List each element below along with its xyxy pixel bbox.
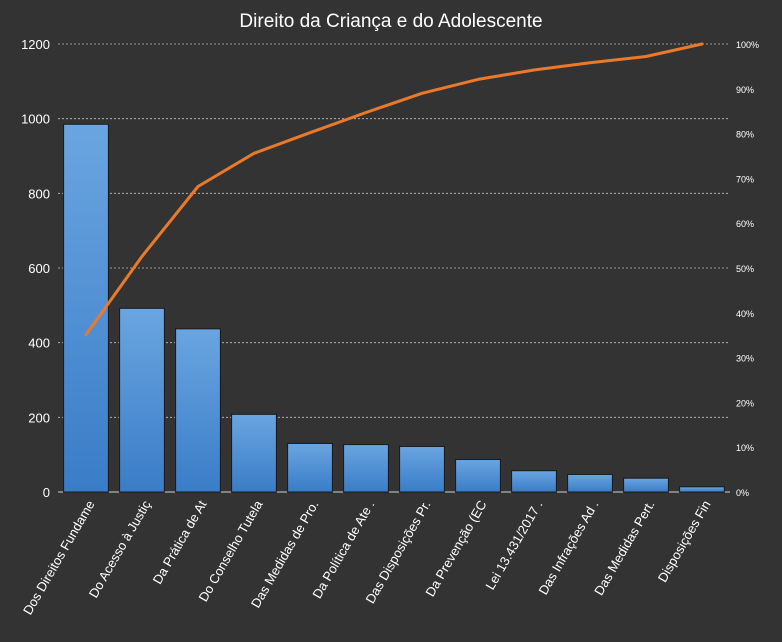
y-right-tick-label: 20%: [736, 398, 754, 408]
bar: [343, 444, 389, 493]
chart-title: Direito da Criança e do Adolescente: [239, 11, 542, 32]
y-left-tick-label: 800: [28, 186, 50, 201]
right-axis: 0% 10% 20% 30% 40% 50% 60% 70% 80% 90% 100%: [736, 40, 759, 498]
x-tick-label: Da Prevenção (EC: [422, 498, 489, 599]
y-right-tick-label: 80%: [736, 130, 754, 140]
y-right-tick-label: 40%: [736, 309, 754, 319]
gridlines: [58, 43, 730, 493]
y-right-tick-label: 10%: [736, 443, 754, 453]
y-left-tick-label: 1000: [21, 112, 50, 127]
bar: [287, 442, 333, 493]
left-axis: 0 200 400 600 800 1000 1200: [21, 37, 50, 500]
y-left-tick-label: 200: [28, 410, 50, 425]
bar: [399, 445, 445, 493]
y-right-tick-label: 70%: [736, 174, 754, 184]
x-tick-label: Lei 13.431/2017 .: [482, 498, 545, 593]
x-tick-label: Dos Direitos Fundame: [20, 498, 98, 618]
cumulative-line: [84, 42, 704, 337]
y-left-tick-label: 1200: [21, 37, 50, 52]
y-right-tick-label: 90%: [736, 85, 754, 95]
x-tick-label: Da Prática de At: [150, 497, 210, 586]
x-tick-label: Das Medidas Pert.: [591, 498, 657, 598]
bar: [511, 470, 557, 493]
bar: [567, 473, 613, 493]
bar: [623, 477, 669, 493]
bars: [63, 123, 725, 493]
cumulative-line-path: [84, 42, 704, 337]
x-tick-label: Da Política de Ate .: [309, 498, 377, 601]
bar: [175, 328, 221, 493]
y-right-tick-label: 0%: [736, 488, 749, 498]
y-right-tick-label: 60%: [736, 219, 754, 229]
y-left-tick-label: 600: [28, 261, 50, 276]
y-right-tick-label: 100%: [736, 40, 759, 50]
bar: [679, 486, 725, 493]
x-tick-label: Do Acesso à Justiç: [86, 497, 154, 600]
bar: [63, 123, 109, 493]
y-right-tick-label: 30%: [736, 354, 754, 364]
y-left-tick-label: 0: [43, 485, 50, 500]
y-left-tick-label: 400: [28, 336, 50, 351]
y-right-tick-label: 50%: [736, 264, 754, 274]
bar: [231, 413, 277, 493]
x-tick-label: Disposições Fin: [655, 498, 714, 585]
bar: [119, 307, 165, 493]
x-tick-label: Das Infrações Ad .: [535, 498, 601, 598]
bar: [455, 459, 501, 493]
